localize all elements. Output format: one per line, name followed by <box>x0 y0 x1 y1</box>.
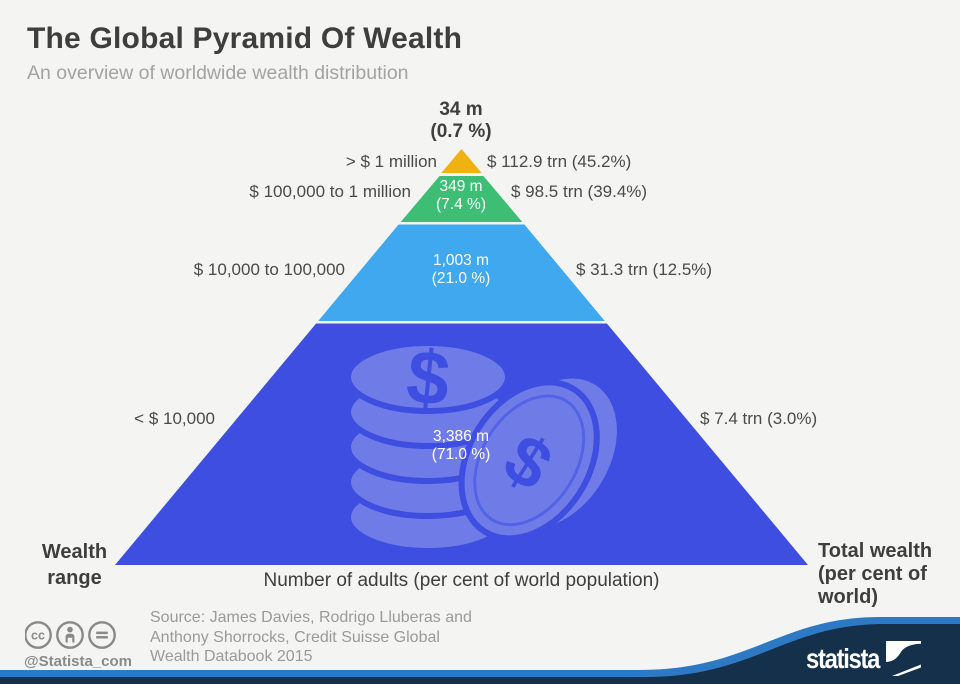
pyramid-tier-millionaires <box>441 149 482 173</box>
axis-right-line3: world) <box>818 586 878 608</box>
axis-label-number-of-adults: Number of adults (per cent of world popu… <box>263 570 660 591</box>
svg-text:cc: cc <box>31 629 45 643</box>
total-wealth-millionaires: $ 112.9 trn (45.2%) <box>487 152 632 171</box>
footer-wave <box>0 617 960 684</box>
source-line1: Source: James Davies, Rodrigo Lluberas a… <box>150 609 472 626</box>
population-share: (7.4 %) <box>436 196 486 213</box>
source-line3: Wealth Databook 2015 <box>150 648 313 665</box>
axis-right-line2: (per cent of <box>818 563 927 585</box>
axis-left-line2: range <box>47 567 102 589</box>
cc-icon <box>25 621 52 649</box>
population-share: (21.0 %) <box>431 270 491 287</box>
adults-count: 3,386 m <box>432 428 489 445</box>
statista-logo: statista <box>806 640 922 677</box>
axis-label-total-wealth: Total wealth (per cent of world) <box>818 540 958 609</box>
attribution-icon <box>56 621 84 649</box>
statista-wordmark: statista <box>806 643 880 674</box>
wealth-range-millionaires: > $ 1 million <box>345 152 437 171</box>
wealth-range-base: < $ 10,000 <box>134 409 215 428</box>
statista-handle: @Statista_com <box>24 653 132 670</box>
adults-count: 349 m <box>439 178 483 195</box>
source-note: Source: James Davies, Rodrigo Lluberas a… <box>150 608 472 667</box>
source-line2: Anthony Shorrocks, Credit Suisse Global <box>150 628 440 646</box>
pyramid-tier-upper-middle <box>400 176 523 222</box>
coin-stack-illustration: $ $ <box>345 334 623 554</box>
wealth-range-lower-middle: $ 10,000 to 100,000 <box>193 260 345 279</box>
axis-left-line1: Wealth <box>41 541 108 563</box>
wealth-range-upper-middle: $ 100,000 to 1 million <box>249 182 411 201</box>
tier-upper-middle-adults-label: 349 m (7.4 %) <box>361 178 561 214</box>
statista-logo-icon <box>886 641 922 676</box>
tier-lower-middle-adults-label: 1,003 m (21.0 %) <box>361 252 561 288</box>
equals-nd-icon <box>88 621 116 649</box>
wave-blue-stripe <box>0 617 960 684</box>
page-subtitle: An overview of worldwide wealth distribu… <box>27 62 409 84</box>
pyramid-tier-lower-middle <box>318 224 605 321</box>
creative-commons-license: cc <box>25 621 116 649</box>
dollar-icon: $ <box>403 334 454 423</box>
tier-millionaires-adults-label: 34 m (0.7 %) <box>361 99 561 143</box>
tier-base-adults-label: 3,386 m (71.0 %) <box>361 428 561 464</box>
adults-count: 34 m <box>439 99 483 120</box>
page-title: The Global Pyramid Of Wealth <box>27 22 463 55</box>
wave-navy-body <box>0 624 960 684</box>
axis-label-wealth-range: Wealth range <box>17 539 132 591</box>
total-wealth-lower-middle: $ 31.3 trn (12.5%) <box>576 260 713 279</box>
adults-count: 1,003 m <box>432 252 489 269</box>
total-wealth-upper-middle: $ 98.5 trn (39.4%) <box>511 182 648 201</box>
axis-right-line1: Total wealth <box>818 540 933 562</box>
population-share: (0.7 %) <box>430 121 492 142</box>
total-wealth-base: $ 7.4 trn (3.0%) <box>700 409 818 428</box>
population-share: (71.0 %) <box>431 446 491 463</box>
